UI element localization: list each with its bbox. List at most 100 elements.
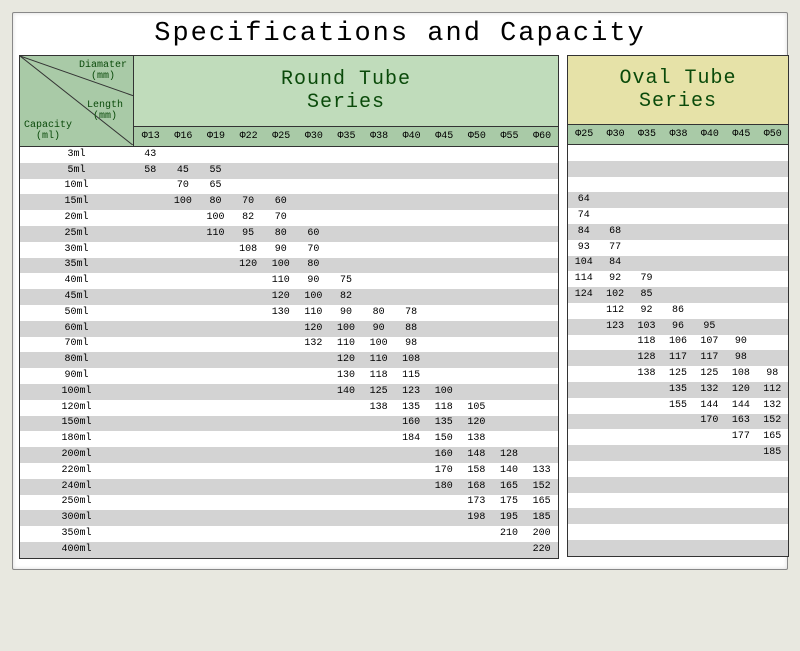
round-cell: 135 [395, 403, 428, 413]
oval-cell: 117 [694, 353, 725, 363]
oval-cell: 93 [568, 243, 599, 253]
capacity-cell: 80ml [20, 355, 134, 365]
round-cell: 195 [493, 513, 526, 523]
oval-row: 8468 [568, 224, 788, 240]
capacity-cell: 35ml [20, 260, 134, 270]
round-cell: 120 [330, 355, 363, 365]
round-cell: 165 [493, 482, 526, 492]
spec-sheet: Specifications and Capacity Diamater (mm… [12, 12, 788, 570]
round-cell: 115 [395, 371, 428, 381]
round-cell: 88 [395, 324, 428, 334]
round-diameter-row: Φ13Φ16Φ19Φ22Φ25Φ30Φ35Φ38Φ40Φ45Φ50Φ55Φ60 [134, 127, 558, 146]
round-cell: 108 [232, 245, 265, 255]
round-cell: 95 [232, 229, 265, 239]
capacity-cell: 90ml [20, 371, 134, 381]
oval-cell: 138 [631, 369, 662, 379]
round-cell: 152 [525, 482, 558, 492]
round-cell: 110 [362, 355, 395, 365]
round-row: 250ml173175165 [20, 495, 558, 511]
oval-cell: 120 [725, 385, 756, 395]
round-cell: 110 [297, 308, 330, 318]
round-row: 350ml210200 [20, 526, 558, 542]
oval-header: Oval Tube Series Φ25Φ30Φ35Φ38Φ40Φ45Φ50 [567, 55, 789, 145]
round-cell: 70 [297, 245, 330, 255]
round-cell: 100 [362, 339, 395, 349]
oval-row [568, 177, 788, 193]
oval-diameter-row: Φ25Φ30Φ35Φ38Φ40Φ45Φ50 [568, 125, 788, 144]
oval-row: 12811711798 [568, 350, 788, 366]
round-dia-cell: Φ40 [395, 127, 428, 146]
oval-cell: 155 [662, 401, 693, 411]
capacity-cell: 120ml [20, 403, 134, 413]
round-cell: 120 [297, 324, 330, 334]
oval-cell: 170 [694, 416, 725, 426]
oval-cell: 79 [631, 274, 662, 284]
oval-row [568, 161, 788, 177]
round-cell: 210 [493, 529, 526, 539]
oval-row: 9377 [568, 240, 788, 256]
round-cell: 130 [264, 308, 297, 318]
capacity-cell: 25ml [20, 229, 134, 239]
oval-row: 64 [568, 192, 788, 208]
round-row: 70ml13211010098 [20, 337, 558, 353]
oval-cell: 163 [725, 416, 756, 426]
round-cell: 175 [493, 497, 526, 507]
round-dia-cell: Φ35 [330, 127, 363, 146]
round-cell: 120 [264, 292, 297, 302]
round-cell: 120 [232, 260, 265, 270]
capacity-cell: 240ml [20, 482, 134, 492]
round-cell: 138 [460, 434, 493, 444]
round-cell: 110 [264, 276, 297, 286]
oval-cell: 90 [725, 337, 756, 347]
round-row: 10ml7065 [20, 179, 558, 195]
round-cell: 110 [199, 229, 232, 239]
round-dia-cell: Φ19 [199, 127, 232, 146]
oval-cell: 128 [631, 353, 662, 363]
round-cell: 100 [264, 260, 297, 270]
oval-row [568, 508, 788, 524]
oval-cell: 68 [599, 227, 630, 237]
round-cell: 110 [330, 339, 363, 349]
capacity-cell: 180ml [20, 434, 134, 444]
round-cell: 165 [525, 497, 558, 507]
oval-cell: 86 [662, 306, 693, 316]
capacity-cell: 30ml [20, 245, 134, 255]
round-cell: 120 [460, 418, 493, 428]
oval-row [568, 493, 788, 509]
round-cell: 100 [427, 387, 460, 397]
oval-cell: 165 [757, 432, 788, 442]
oval-cell: 125 [694, 369, 725, 379]
oval-row: 12410285 [568, 287, 788, 303]
oval-dia-cell: Φ50 [757, 125, 788, 144]
oval-cell: 124 [568, 290, 599, 300]
round-cell: 118 [362, 371, 395, 381]
oval-dia-cell: Φ30 [599, 125, 630, 144]
round-cell: 150 [427, 434, 460, 444]
round-cell: 100 [199, 213, 232, 223]
label-capacity: Capacity (ml) [24, 120, 72, 142]
capacity-cell: 40ml [20, 276, 134, 286]
round-cell: 128 [493, 450, 526, 460]
round-cell: 43 [134, 150, 167, 160]
round-cell: 140 [493, 466, 526, 476]
round-cell: 118 [427, 403, 460, 413]
round-cell: 80 [199, 197, 232, 207]
round-cell: 220 [525, 545, 558, 555]
oval-cell: 102 [599, 290, 630, 300]
oval-cell: 144 [694, 401, 725, 411]
oval-row: 1129286 [568, 303, 788, 319]
oval-tube-block: Oval Tube Series Φ25Φ30Φ35Φ38Φ40Φ45Φ50 6… [567, 55, 789, 559]
capacity-cell: 15ml [20, 197, 134, 207]
round-cell: 80 [297, 260, 330, 270]
capacity-cell: 60ml [20, 324, 134, 334]
capacity-cell: 220ml [20, 466, 134, 476]
round-cell: 98 [395, 339, 428, 349]
oval-cell: 112 [757, 385, 788, 395]
oval-row [568, 145, 788, 161]
tables-wrap: Diamater (mm) Length (mm) Capacity (ml) … [19, 55, 781, 559]
round-row: 50ml130110908078 [20, 305, 558, 321]
oval-cell: 92 [631, 306, 662, 316]
oval-row [568, 540, 788, 556]
round-cell: 100 [330, 324, 363, 334]
oval-row: 155144144132 [568, 398, 788, 414]
